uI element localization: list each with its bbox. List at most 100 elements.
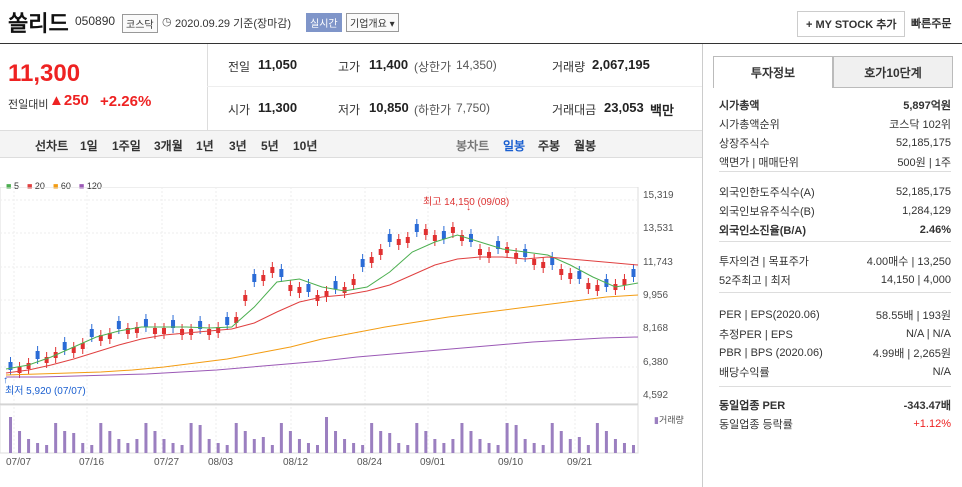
divider xyxy=(719,386,951,387)
candle-body xyxy=(459,235,464,241)
legend-ma60: ■ 60 xyxy=(52,181,71,191)
tab-orderbook[interactable]: 호가10단계 xyxy=(833,56,953,88)
candle-chart[interactable]: ↓↑ xyxy=(0,187,702,487)
period-3y[interactable]: 3년 xyxy=(229,139,247,153)
y-tick-label: 6,380 xyxy=(643,357,669,368)
info-value: 2.46% xyxy=(919,224,951,236)
candle-body xyxy=(243,295,248,301)
volume-bar xyxy=(36,443,40,453)
info-row: 액면가 | 매매단위 500원 | 1주 xyxy=(719,153,951,171)
chevron-down-icon: ▾ xyxy=(389,19,395,30)
volume-bar xyxy=(189,423,193,453)
candle-day-tab[interactable]: 일봉 xyxy=(503,139,526,153)
prev-value: 11,050 xyxy=(258,57,298,72)
info-key: PER | EPS(2020.06) xyxy=(719,309,820,321)
high-marker-arrow: ↓ xyxy=(466,202,471,213)
info-key: 액면가 | 매매단위 xyxy=(719,157,799,169)
info-row: PBR | BPS (2020.06) 4.99배 | 2,265원 xyxy=(719,344,951,362)
high-label: 고가 xyxy=(338,60,361,74)
candle-body xyxy=(225,317,230,325)
candle-body xyxy=(586,283,591,289)
candle-body xyxy=(360,259,365,267)
period-1d[interactable]: 1일 xyxy=(80,139,98,153)
volume-bar xyxy=(270,445,274,453)
info-key: 시가총액순위 xyxy=(719,119,780,131)
info-value: +1.12% xyxy=(913,418,951,430)
candle-body xyxy=(35,351,40,359)
line-chart-tab[interactable]: 선차트 xyxy=(35,139,69,153)
volume-bar xyxy=(63,431,67,453)
candle-body xyxy=(559,269,564,275)
ma120-line xyxy=(6,336,639,378)
candle-body xyxy=(306,284,311,292)
add-mystock-button[interactable]: + MY STOCK 추가 xyxy=(797,11,906,37)
volume-bar xyxy=(198,425,202,453)
period-1y[interactable]: 1년 xyxy=(196,139,214,153)
candle-body xyxy=(523,249,528,257)
volume-bar xyxy=(45,445,49,453)
info-row: 52주최고 | 최저 14,150 | 4,000 xyxy=(719,271,951,289)
volume-bar xyxy=(135,439,139,453)
ma5-line xyxy=(5,234,639,370)
volume-bar xyxy=(117,439,121,453)
candle-body xyxy=(107,333,112,339)
info-key: 52주최고 | 최저 xyxy=(719,275,791,287)
volume-bar xyxy=(388,433,392,453)
quick-order-button[interactable]: 빠른주문 xyxy=(911,18,952,30)
volume-bar xyxy=(90,445,94,453)
info-row: 외국인보유주식수(B) 1,284,129 xyxy=(719,202,951,220)
volume-bar xyxy=(406,445,410,453)
candle-body xyxy=(378,249,383,255)
candle-body xyxy=(89,329,94,337)
candle-body xyxy=(62,342,67,350)
candle-body xyxy=(143,319,148,327)
tab-investment-info[interactable]: 투자정보 xyxy=(713,56,833,88)
candle-body xyxy=(550,257,555,265)
volume-bar xyxy=(541,445,545,453)
divider xyxy=(207,86,702,87)
candle-week-tab[interactable]: 주봉 xyxy=(538,139,561,153)
period-5y[interactable]: 5년 xyxy=(261,139,279,153)
candle-month-tab[interactable]: 월봉 xyxy=(574,139,597,153)
candle-body xyxy=(252,274,257,282)
info-key: 동일업종 PER xyxy=(719,400,786,412)
info-row: PER | EPS(2020.06) 58.55배 | 193원 xyxy=(719,306,951,324)
candle-body xyxy=(577,271,582,279)
candle-body xyxy=(180,329,185,335)
ma20-line xyxy=(5,256,639,374)
divider xyxy=(719,292,951,293)
volume-bar xyxy=(225,445,229,453)
candle-body xyxy=(125,328,130,334)
volume-bar xyxy=(559,431,563,453)
candle-body xyxy=(198,321,203,329)
candle-body xyxy=(279,269,284,277)
candle-body xyxy=(441,231,446,239)
x-tick-label: 09/01 xyxy=(420,457,446,468)
y-tick-label: 8,168 xyxy=(643,323,669,334)
info-row: 동일업종 PER -343.47배 xyxy=(719,396,951,414)
candle-body xyxy=(171,320,176,328)
volume-bar xyxy=(622,443,626,453)
candle-body xyxy=(496,241,501,249)
candle-body xyxy=(80,343,85,349)
info-key: 추정PER | EPS xyxy=(719,329,793,341)
info-value: 1,284,129 xyxy=(902,205,951,217)
info-row: 동일업종 등락률 +1.12% xyxy=(719,415,951,433)
volume-bar xyxy=(613,439,617,453)
x-tick-label: 08/03 xyxy=(208,457,234,468)
candle-body xyxy=(288,285,293,291)
period-10y[interactable]: 10년 xyxy=(293,139,318,153)
info-value: 500원 | 1주 xyxy=(897,157,951,169)
candle-chart-label: 봉차트 xyxy=(456,139,490,153)
overview-dropdown[interactable]: 기업개요 ▾ xyxy=(346,13,399,32)
period-3m[interactable]: 3개월 xyxy=(154,139,183,153)
volume-bar xyxy=(72,433,76,453)
candle-body xyxy=(207,329,212,335)
volume-bar xyxy=(433,439,437,453)
candle-body xyxy=(8,362,13,370)
x-tick-label: 07/27 xyxy=(154,457,180,468)
realtime-button[interactable]: 실시간 xyxy=(306,13,342,32)
info-key: 투자의견 | 목표주가 xyxy=(719,256,809,268)
amount-label: 거래대금 xyxy=(552,103,597,117)
period-1w[interactable]: 1주일 xyxy=(112,139,141,153)
